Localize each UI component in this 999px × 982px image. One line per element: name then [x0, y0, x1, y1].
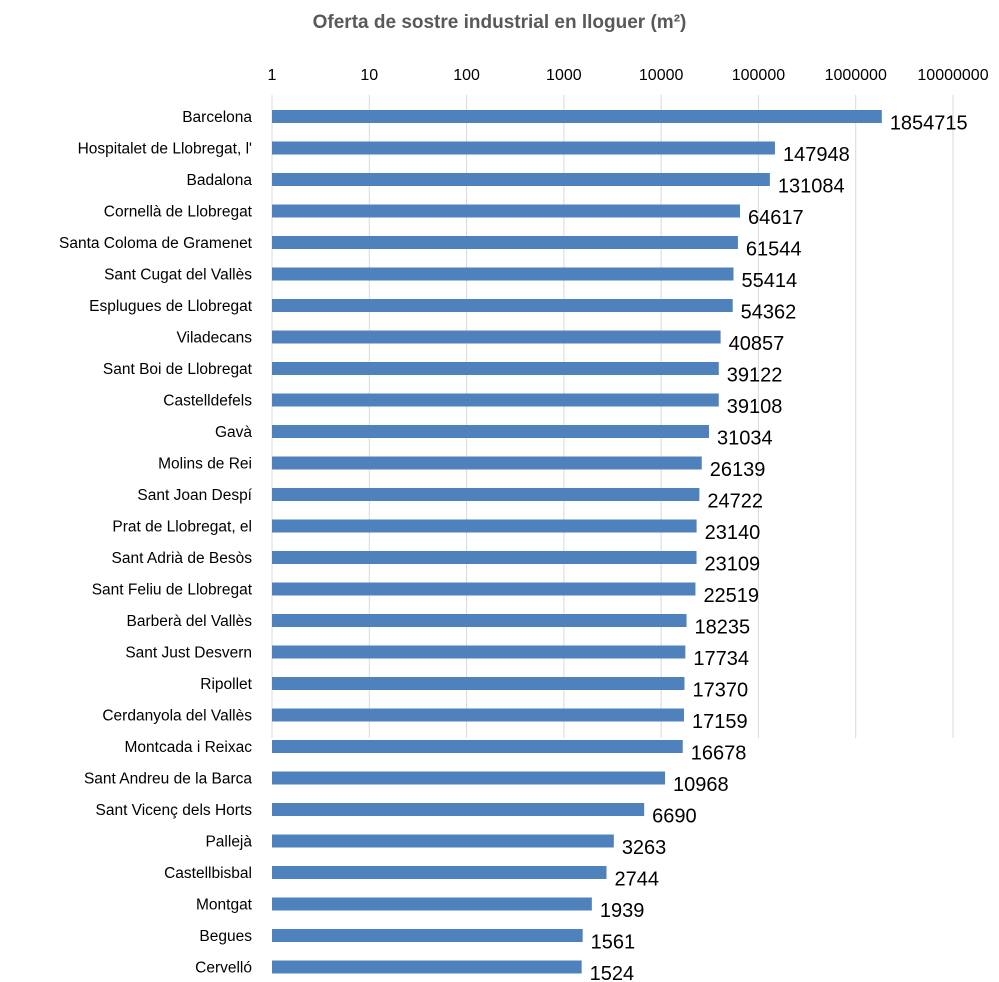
data-label: 39122: [727, 365, 783, 387]
category-label: Sant Andreu de la Barca: [84, 771, 252, 788]
category-label: Cerdanyola del Vallès: [102, 708, 252, 725]
data-label: 131084: [778, 176, 845, 198]
category-label: Badalona: [186, 172, 252, 189]
x-tick-label: 100000: [732, 67, 785, 84]
bar: [272, 897, 592, 911]
category-label: Sant Cugat del Vallès: [104, 267, 252, 284]
data-label: 23140: [705, 522, 761, 544]
bar: [272, 834, 614, 848]
category-label: Montcada i Reixac: [124, 739, 252, 756]
bar: [272, 393, 719, 407]
x-tick-label: 1000000: [825, 67, 887, 84]
bar: [272, 645, 686, 659]
category-labels: Barcelona Hospitalet de Llobregat, l' Bada…: [59, 109, 253, 977]
category-label: Gavà: [215, 424, 252, 441]
category-label: Cornellà de Llobregat: [104, 204, 253, 221]
x-tick-label: 1: [268, 67, 277, 84]
category-label: Barberà del Vallès: [126, 613, 252, 630]
category-label: Sant Just Desvern: [125, 645, 252, 662]
category-label: Sant Joan Despí: [137, 487, 252, 504]
bar: [272, 425, 709, 438]
bar: [272, 519, 697, 533]
category-label: Cervelló: [195, 960, 252, 977]
bar: [272, 299, 733, 312]
bar: [272, 803, 645, 816]
data-label: 55414: [741, 270, 797, 292]
bar: [272, 551, 697, 564]
data-label: 64617: [748, 207, 804, 229]
category-label: Sant Feliu de Llobregat: [92, 582, 253, 599]
category-label: Begues: [199, 928, 252, 945]
bar: [272, 488, 700, 501]
data-label: 22519: [703, 585, 759, 607]
data-label: 1854715: [890, 113, 968, 135]
bar: [272, 582, 696, 596]
data-label: 2744: [615, 869, 660, 891]
data-label: 40857: [729, 333, 785, 355]
data-label: 17734: [693, 648, 749, 670]
bar: [272, 740, 683, 753]
category-label: Santa Coloma de Gramenet: [59, 235, 253, 252]
bar: [272, 456, 702, 470]
x-tick-label: 10: [360, 67, 378, 84]
category-label: Pallejà: [205, 834, 252, 851]
bar: [272, 771, 666, 785]
x-tick-label: 1000: [546, 67, 582, 84]
data-label: 6690: [652, 806, 697, 828]
category-label: Castelldefels: [163, 393, 252, 410]
x-tick-label: 100: [453, 67, 480, 84]
bar: [272, 173, 770, 186]
data-label: 54362: [741, 302, 797, 324]
category-label: Castellbisbal: [164, 865, 252, 882]
bar: [272, 929, 583, 942]
bar: [272, 330, 721, 344]
bar: [272, 204, 740, 218]
bar: [272, 677, 685, 690]
bar: [272, 362, 719, 375]
data-label: 61544: [746, 239, 802, 261]
bar: [272, 614, 687, 627]
category-label: Montgat: [196, 897, 253, 914]
data-label: 23109: [705, 554, 761, 576]
category-label: Sant Adrià de Besòs: [112, 550, 253, 567]
data-label: 1561: [591, 932, 636, 954]
category-label: Molins de Rei: [158, 456, 252, 473]
data-label: 16678: [691, 743, 747, 765]
chart-title: Oferta de sostre industrial en lloguer (…: [312, 12, 687, 33]
category-label: Sant Boi de Llobregat: [103, 361, 253, 378]
category-label: Barcelona: [182, 109, 252, 126]
bar: [272, 236, 738, 249]
x-tick-label: 10000000: [917, 67, 988, 84]
data-label: 1939: [600, 900, 645, 922]
bars: [272, 110, 882, 974]
category-label: Hospitalet de Llobregat, l': [78, 141, 252, 158]
bar: [272, 960, 582, 974]
x-axis-ticks: 1 10 100 1000 10000 100000 1000000 10000000: [268, 67, 989, 84]
data-label: 3263: [622, 837, 667, 859]
data-label: 31034: [717, 428, 773, 450]
x-tick-label: 10000: [639, 67, 684, 84]
category-label: Prat de Llobregat, el: [112, 519, 252, 536]
bar: [272, 110, 882, 123]
data-label: 18235: [695, 617, 751, 639]
data-label: 17370: [692, 680, 748, 702]
category-label: Viladecans: [176, 330, 252, 347]
category-label: Sant Vicenç dels Horts: [95, 802, 252, 819]
data-label: 17159: [692, 711, 748, 733]
data-label: 147948: [783, 144, 850, 166]
bar: [272, 141, 775, 155]
gridlines: [271, 95, 954, 738]
bar: [272, 708, 684, 722]
category-label: Esplugues de Llobregat: [89, 298, 253, 315]
data-label: 24722: [707, 491, 763, 513]
data-labels: 1854715 147948 131084 64617 61544 55414 54362 4…: [590, 113, 968, 982]
data-label: 1524: [590, 963, 635, 982]
data-label: 10968: [673, 774, 729, 796]
data-label: 39108: [727, 396, 783, 418]
category-label: Ripollet: [200, 676, 252, 693]
data-label: 26139: [710, 459, 766, 481]
bar: [272, 267, 734, 281]
bar: [272, 866, 607, 879]
